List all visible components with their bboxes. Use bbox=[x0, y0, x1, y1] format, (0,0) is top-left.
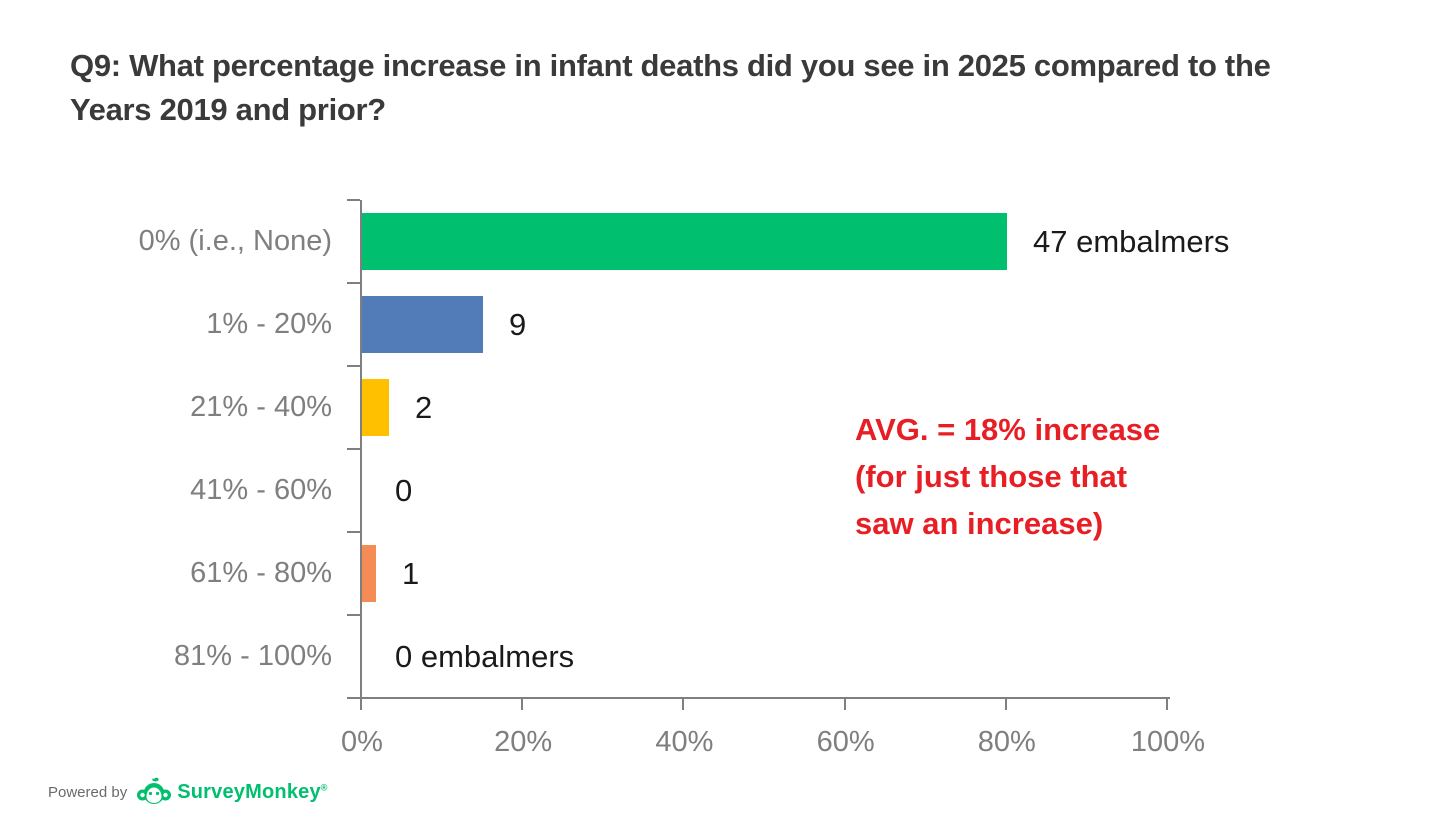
x-tick-label: 60% bbox=[816, 726, 875, 758]
y-axis-tick bbox=[347, 531, 360, 533]
bar bbox=[362, 545, 376, 602]
x-axis-tick bbox=[682, 697, 685, 710]
value-label: 1 bbox=[402, 555, 420, 591]
y-axis-tick bbox=[347, 614, 360, 616]
x-axis-tick bbox=[521, 697, 524, 710]
avg-annotation-line2: (for just those that bbox=[855, 459, 1128, 494]
x-tick-label: 20% bbox=[494, 726, 553, 758]
avg-annotation: AVG. = 18% increase (for just those that… bbox=[855, 406, 1160, 547]
category-label: 21% - 40% bbox=[190, 391, 332, 423]
x-axis-tick bbox=[843, 697, 846, 710]
y-axis-tick bbox=[347, 365, 360, 367]
x-axis-line bbox=[360, 697, 1170, 699]
x-tick-label: 100% bbox=[1130, 726, 1206, 758]
value-label: 2 bbox=[415, 389, 433, 425]
avg-annotation-line3: saw an increase) bbox=[855, 506, 1104, 541]
value-label: 47 embalmers bbox=[1033, 223, 1230, 259]
category-label: 41% - 60% bbox=[190, 474, 332, 506]
y-axis-tick bbox=[347, 448, 360, 450]
x-tick-label: 80% bbox=[977, 726, 1036, 758]
x-axis-tick bbox=[1166, 697, 1168, 710]
category-label: 0% (i.e., None) bbox=[138, 225, 332, 257]
bar bbox=[362, 296, 483, 353]
category-label: 61% - 80% bbox=[190, 557, 332, 589]
category-label: 1% - 20% bbox=[206, 308, 332, 340]
registered-mark: ® bbox=[320, 781, 328, 792]
category-label: 81% - 100% bbox=[174, 640, 332, 672]
surveymonkey-logo-icon bbox=[137, 777, 172, 804]
y-axis-tick bbox=[347, 697, 360, 699]
value-label: 0 embalmers bbox=[395, 638, 575, 674]
bar bbox=[362, 213, 1007, 270]
x-tick-label: 0% bbox=[341, 726, 383, 758]
chart-title: Q9: What percentage increase in infant d… bbox=[70, 48, 1271, 127]
powered-by-label: Powered by bbox=[48, 783, 128, 801]
footer: Powered by SurveyMonkey® bbox=[48, 774, 328, 810]
y-axis-line bbox=[360, 200, 362, 710]
bar bbox=[362, 379, 389, 436]
y-axis-tick bbox=[347, 282, 360, 284]
x-tick-label: 40% bbox=[655, 726, 714, 758]
surveymonkey-wordmark: SurveyMonkey® bbox=[177, 780, 328, 803]
value-label: 9 bbox=[509, 306, 527, 342]
y-axis-tick bbox=[347, 199, 360, 201]
x-axis-tick bbox=[1004, 697, 1007, 710]
avg-annotation-line1: AVG. = 18% increase bbox=[855, 412, 1161, 447]
value-label: 0 bbox=[395, 472, 413, 508]
